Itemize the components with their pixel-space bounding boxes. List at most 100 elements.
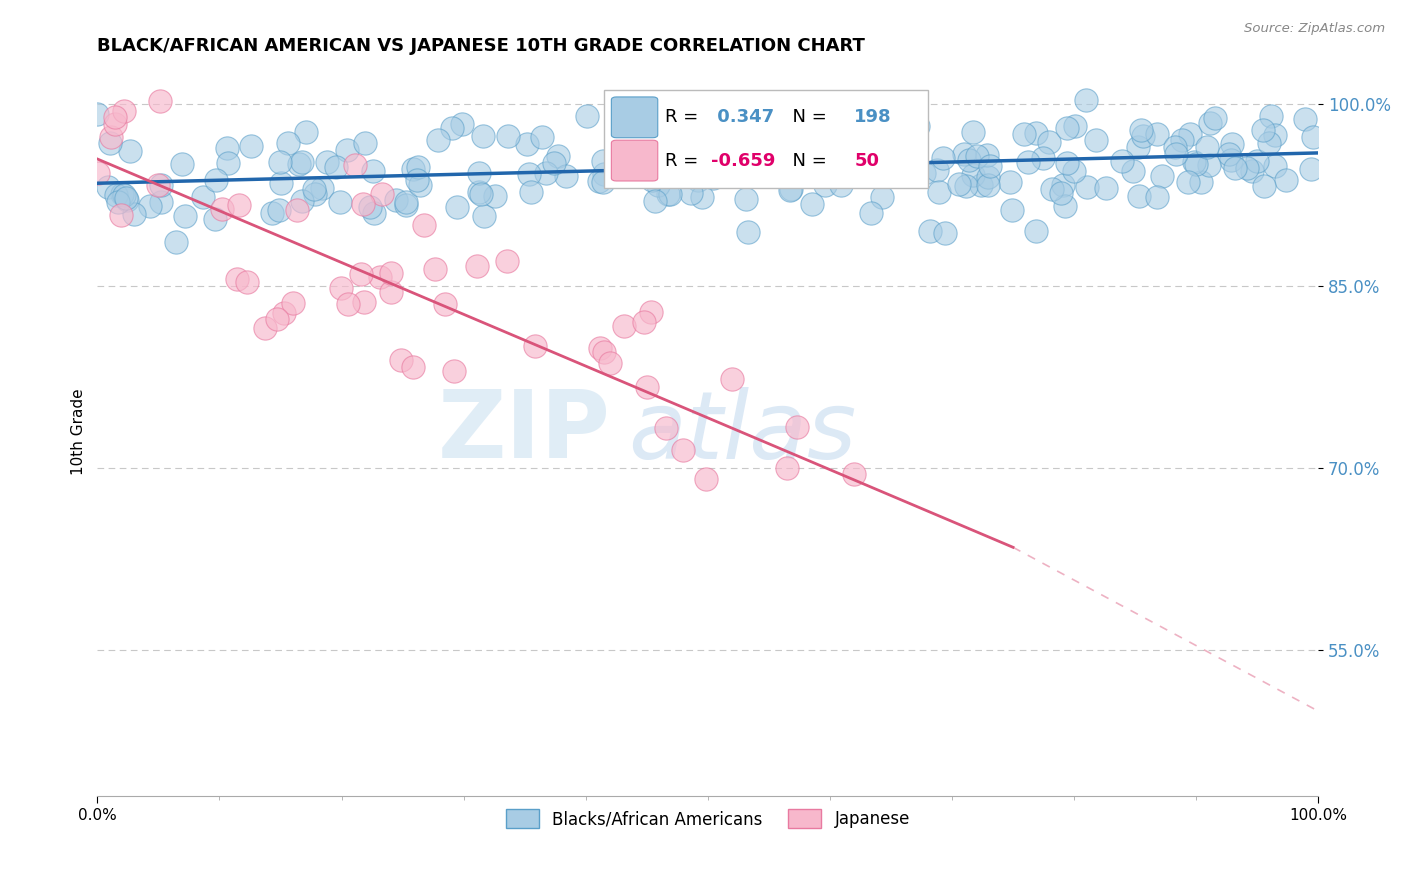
Point <box>359 201 381 215</box>
Point <box>385 194 408 208</box>
Point <box>928 185 950 199</box>
Point <box>962 125 984 139</box>
Point <box>1017 155 1039 169</box>
Point <box>496 129 519 144</box>
Point <box>962 168 984 182</box>
Point <box>523 338 546 352</box>
Point <box>633 315 655 329</box>
Point <box>657 187 679 202</box>
Point <box>955 178 977 193</box>
Point <box>1164 140 1187 154</box>
Point <box>122 207 145 221</box>
Point <box>1063 119 1085 133</box>
Point <box>1146 190 1168 204</box>
Point <box>368 269 391 284</box>
Point <box>443 364 465 378</box>
Point <box>349 267 371 281</box>
Point <box>1152 169 1174 183</box>
Point <box>269 155 291 169</box>
FancyBboxPatch shape <box>605 90 928 188</box>
Point <box>786 420 808 434</box>
Point <box>361 164 384 178</box>
Point <box>100 130 122 145</box>
Point <box>934 226 956 240</box>
Point <box>531 129 554 144</box>
Point <box>735 192 758 206</box>
Point <box>402 162 425 177</box>
Point <box>852 165 875 179</box>
Point <box>547 149 569 163</box>
Point <box>1076 179 1098 194</box>
Point <box>465 259 488 273</box>
Point <box>115 190 138 204</box>
Point <box>343 158 366 172</box>
Point <box>1198 158 1220 172</box>
Point <box>1171 133 1194 147</box>
Point <box>1182 154 1205 169</box>
Point <box>270 176 292 190</box>
Point <box>267 203 290 218</box>
Point <box>413 219 436 233</box>
Point <box>659 186 682 201</box>
Point <box>1025 126 1047 140</box>
Point <box>1128 188 1150 202</box>
Point <box>104 117 127 131</box>
Point <box>240 139 263 153</box>
Point <box>484 189 506 203</box>
Point <box>948 177 970 191</box>
Text: N =: N = <box>782 108 832 127</box>
Point <box>1132 129 1154 144</box>
Point <box>165 235 187 250</box>
Point <box>952 147 974 161</box>
Point <box>683 123 706 137</box>
Point <box>1218 146 1240 161</box>
Point <box>1198 116 1220 130</box>
Point <box>363 206 385 220</box>
Point <box>813 165 835 179</box>
Point <box>353 294 375 309</box>
Point <box>832 164 855 178</box>
Point <box>394 195 416 210</box>
Point <box>716 169 738 183</box>
Point <box>174 209 197 223</box>
Point <box>883 160 905 174</box>
Point <box>1025 224 1047 238</box>
FancyBboxPatch shape <box>612 140 658 181</box>
Point <box>236 276 259 290</box>
Point <box>111 186 134 201</box>
Point <box>149 94 172 108</box>
Point <box>779 127 801 141</box>
Text: R =: R = <box>665 152 704 169</box>
Point <box>149 194 172 209</box>
Point <box>870 190 893 204</box>
Point <box>451 116 474 130</box>
Point <box>1056 121 1078 136</box>
Point <box>690 190 713 204</box>
Point <box>104 188 127 202</box>
Point <box>107 194 129 209</box>
Point <box>1164 147 1187 161</box>
Point <box>468 185 491 199</box>
Point <box>1063 164 1085 178</box>
Point <box>1000 175 1022 189</box>
Point <box>471 129 494 144</box>
Point <box>150 178 173 193</box>
Point <box>336 143 359 157</box>
Point <box>496 254 519 268</box>
Point <box>389 352 412 367</box>
Point <box>103 110 125 124</box>
Point <box>1185 157 1208 171</box>
Point <box>277 136 299 150</box>
FancyBboxPatch shape <box>612 97 658 137</box>
Text: N =: N = <box>782 152 832 169</box>
Point <box>776 461 799 475</box>
Point <box>690 135 713 149</box>
Text: atlas: atlas <box>628 386 856 477</box>
Point <box>588 173 610 187</box>
Point <box>979 159 1001 173</box>
Point <box>824 102 846 116</box>
Point <box>1146 128 1168 142</box>
Point <box>1050 186 1073 200</box>
Point <box>702 170 724 185</box>
Point <box>329 195 352 210</box>
